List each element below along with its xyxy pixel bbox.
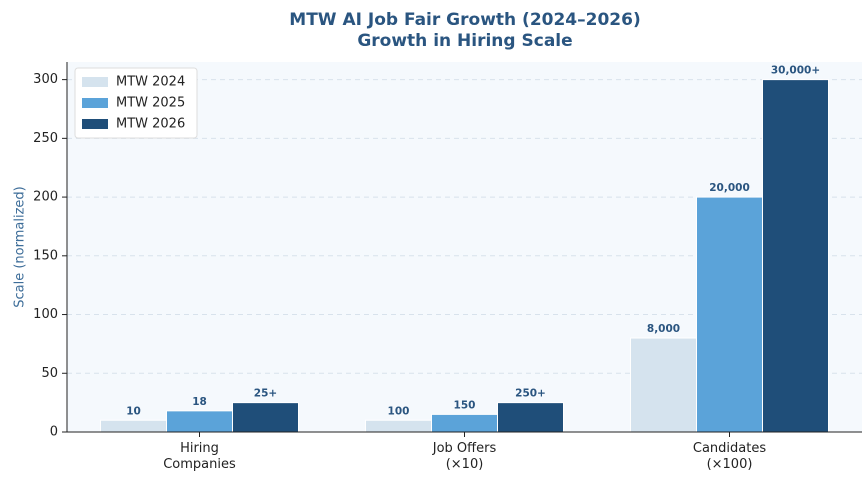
bar — [166, 410, 233, 433]
y-tick-label: 250 — [33, 131, 58, 146]
y-tick-label: 200 — [33, 190, 58, 205]
y-tick-label: 0 — [50, 425, 58, 440]
legend-swatch — [82, 98, 108, 108]
y-tick-label: 300 — [33, 72, 58, 87]
bar — [497, 402, 564, 433]
value-label: 20,000 — [709, 182, 750, 194]
y-tick-label: 50 — [41, 366, 58, 381]
y-axis-label: Scale (normalized) — [13, 186, 28, 308]
chart-subtitle: Growth in Hiring Scale — [357, 31, 572, 51]
legend-label: MTW 2024 — [116, 75, 185, 90]
bar — [630, 337, 697, 433]
legend-swatch — [82, 119, 108, 129]
bar — [762, 79, 829, 433]
x-tick-label: Job Offers (×10) — [432, 441, 497, 472]
value-label: 8,000 — [647, 323, 680, 335]
x-tick-label: Hiring Companies — [163, 441, 236, 472]
value-label: 100 — [388, 405, 410, 417]
value-label: 25+ — [254, 388, 277, 400]
value-label: 250+ — [515, 388, 546, 400]
bar — [365, 419, 432, 433]
y-tick-label: 100 — [33, 307, 58, 322]
legend-swatch — [82, 77, 108, 87]
value-label: 10 — [126, 405, 141, 417]
value-label: 18 — [192, 396, 207, 408]
bar — [100, 419, 167, 433]
x-tick-label: Candidates (×100) — [693, 441, 766, 472]
legend-label: MTW 2025 — [116, 96, 185, 111]
bar — [696, 196, 763, 433]
y-tick-label: 150 — [33, 248, 58, 263]
bar — [431, 413, 498, 433]
legend-label: MTW 2026 — [116, 117, 185, 132]
bar — [232, 402, 299, 433]
value-label: 150 — [454, 399, 476, 411]
chart-title: MTW AI Job Fair Growth (2024–2026) — [289, 10, 640, 30]
value-label: 30,000+ — [771, 65, 820, 77]
